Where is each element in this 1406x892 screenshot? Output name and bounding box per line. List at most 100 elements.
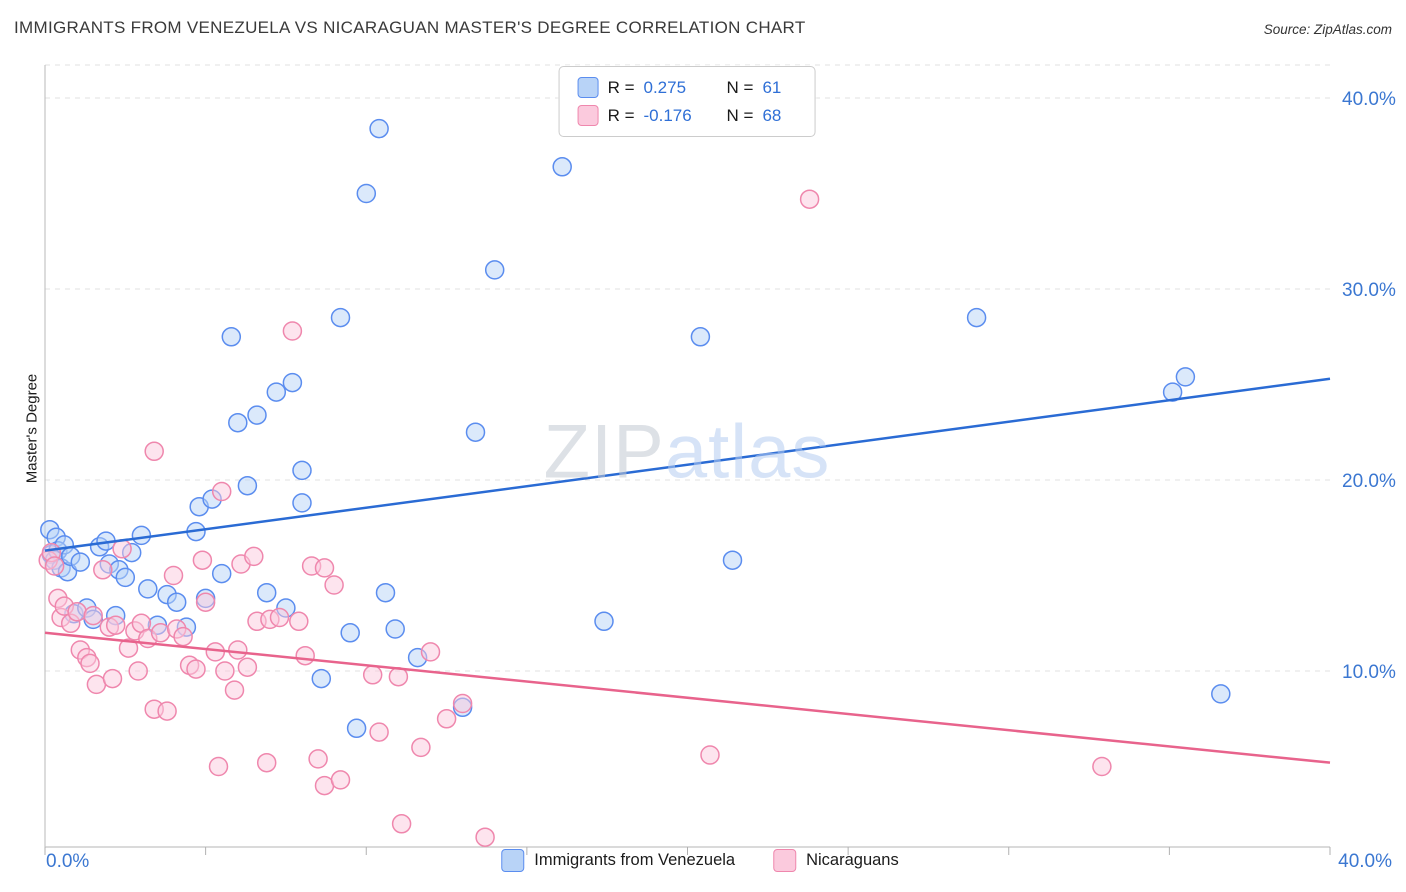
scatter-point-nicaraguans xyxy=(102,668,123,689)
scatter-point-nicaraguans xyxy=(308,749,328,769)
scatter-point-nicaraguans xyxy=(269,607,290,628)
scatter-point-venezuela xyxy=(722,550,743,570)
scatter-point-nicaraguans xyxy=(128,661,148,681)
scatter-point-venezuela xyxy=(465,422,486,442)
scatter-point-nicaraguans xyxy=(157,701,177,721)
scatter-point-venezuela xyxy=(690,327,711,347)
x-axis-max-label: 40.0% xyxy=(1338,851,1392,872)
trend-line-venezuela xyxy=(44,377,1331,552)
legend-row-venezuela: R = 0.275 N = 61 xyxy=(577,77,797,98)
scatter-point-nicaraguans xyxy=(150,623,171,643)
scatter-point-venezuela xyxy=(385,619,405,639)
r-value-venezuela: 0.275 xyxy=(643,77,687,97)
scatter-point-nicaraguans xyxy=(93,560,113,580)
y-axis-title: Master's Degree xyxy=(23,373,41,484)
venezuela-series-swatch-icon xyxy=(501,849,525,872)
scatter-point-venezuela xyxy=(266,382,287,402)
scatter-point-venezuela xyxy=(375,582,396,603)
scatter-point-venezuela xyxy=(356,183,377,204)
scatter-point-nicaraguans xyxy=(173,626,193,647)
scatter-point-nicaraguans xyxy=(369,722,389,742)
page-title: IMMIGRANTS FROM VENEZUELA VS NICARAGUAN … xyxy=(14,18,806,37)
scatter-point-nicaraguans xyxy=(211,481,232,502)
scatter-point-nicaraguans xyxy=(256,752,277,773)
y-tick-label: 20.0% xyxy=(1342,471,1396,492)
scatter-point-venezuela xyxy=(292,460,312,481)
scatter-point-nicaraguans xyxy=(80,653,100,674)
scatter-point-nicaraguans xyxy=(244,546,264,567)
scatter-point-venezuela xyxy=(115,567,136,588)
scatter-point-venezuela xyxy=(228,412,248,433)
legend-item-venezuela: Immigrants from Venezuela xyxy=(501,849,735,872)
legend-item-nicaraguans: Nicaraguans xyxy=(773,849,899,872)
source-attribution: Source: ZipAtlas.com xyxy=(1263,22,1392,37)
scatter-point-venezuela xyxy=(138,579,158,599)
venezuela-series-label: Immigrants from Venezuela xyxy=(534,851,736,869)
scatter-point-venezuela xyxy=(237,475,258,496)
scatter-point-nicaraguans xyxy=(144,441,164,462)
scatter-point-nicaraguans xyxy=(228,640,248,660)
chart-header: IMMIGRANTS FROM VENEZUELA VS NICARAGUAN … xyxy=(0,0,1406,50)
scatter-point-nicaraguans xyxy=(391,814,412,834)
y-tick-label: 30.0% xyxy=(1342,280,1396,301)
scatter-point-venezuela xyxy=(282,372,303,393)
scatter-point-nicaraguans xyxy=(118,638,139,658)
legend-row-nicaraguans: R = -0.176 N = 68 xyxy=(577,105,797,126)
n-label-venezuela: N = xyxy=(726,77,754,97)
y-tick-label: 10.0% xyxy=(1342,662,1396,683)
scatter-point-nicaraguans xyxy=(195,592,216,612)
scatter-point-nicaraguans xyxy=(436,709,457,729)
scatter-point-nicaraguans xyxy=(192,550,213,570)
r-value-nicaraguans: -0.176 xyxy=(643,105,692,125)
scatter-point-nicaraguans xyxy=(67,602,87,622)
scatter-point-venezuela xyxy=(1175,367,1196,387)
scatter-point-nicaraguans xyxy=(112,539,132,559)
x-axis-min-label: 0.0% xyxy=(46,851,90,872)
scatter-point-venezuela xyxy=(330,307,351,328)
scatter-point-nicaraguans xyxy=(186,659,206,679)
scatter-point-venezuela xyxy=(594,611,614,632)
scatter-point-nicaraguans xyxy=(83,605,103,626)
nicaraguans-swatch-icon xyxy=(577,105,599,126)
r-label-nicaraguans: R = xyxy=(607,105,635,125)
scatter-point-venezuela xyxy=(484,260,505,280)
scatter-point-venezuela xyxy=(131,525,152,546)
nicaraguans-series-swatch-icon xyxy=(773,849,797,872)
scatter-point-nicaraguans xyxy=(362,665,383,685)
scatter-point-venezuela xyxy=(256,582,277,603)
scatter-point-venezuela xyxy=(340,623,360,643)
scatter-point-venezuela xyxy=(221,327,242,347)
scatter-point-venezuela xyxy=(1162,382,1183,402)
scatter-point-nicaraguans xyxy=(324,575,344,595)
n-value-nicaraguans: 68 xyxy=(762,105,782,125)
scatter-point-nicaraguans xyxy=(475,827,495,847)
venezuela-swatch-icon xyxy=(577,77,599,98)
scatter-point-venezuela xyxy=(70,552,91,572)
y-tick-label: 40.0% xyxy=(1342,89,1396,110)
scatter-point-nicaraguans xyxy=(420,642,441,662)
scatter-point-venezuela xyxy=(247,405,267,425)
scatter-point-nicaraguans xyxy=(163,565,184,586)
correlation-legend-box: R = 0.275 N = 61 R = -0.176 N = 68 xyxy=(558,66,816,137)
r-label-venezuela: R = xyxy=(607,77,635,97)
scatter-point-nicaraguans xyxy=(224,680,245,700)
scatter-point-nicaraguans xyxy=(215,661,235,681)
scatter-point-venezuela xyxy=(292,493,312,513)
scatter-point-nicaraguans xyxy=(411,737,431,758)
scatter-point-venezuela xyxy=(311,668,332,689)
series-legend: Immigrants from Venezuela Nicaraguans xyxy=(501,849,899,872)
scatter-point-venezuela xyxy=(552,157,572,177)
scatter-point-nicaraguans xyxy=(799,189,820,209)
scatter-point-venezuela xyxy=(369,118,389,139)
n-value-venezuela: 61 xyxy=(762,77,782,97)
scatter-point-venezuela xyxy=(166,592,187,612)
scatter-point-nicaraguans xyxy=(330,770,351,790)
scatter-point-venezuela xyxy=(346,718,367,739)
scatter-point-nicaraguans xyxy=(282,321,303,341)
scatter-point-nicaraguans xyxy=(105,615,126,635)
scatter-point-venezuela xyxy=(211,563,232,584)
scatter-point-nicaraguans xyxy=(452,693,473,714)
